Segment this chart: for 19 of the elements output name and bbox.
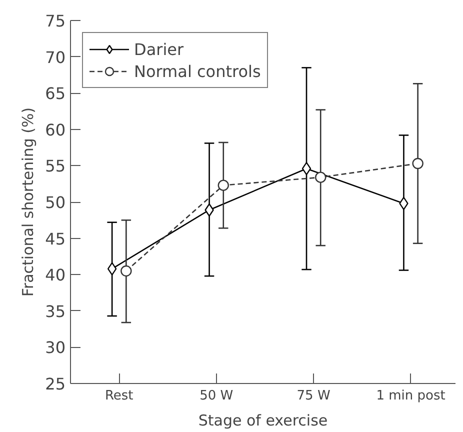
y-axis-title: Fractional shortening (%): [19, 107, 38, 297]
x-tick-label: 50 W: [200, 388, 234, 404]
y-tick-label: 35: [45, 302, 66, 321]
y-tick-label: 70: [45, 48, 66, 67]
y-tick-label: 55: [45, 156, 66, 176]
x-tick-label: 1 min post: [376, 388, 446, 404]
y-tick-label: 45: [45, 229, 66, 248]
y-tick-label: 50: [45, 193, 66, 212]
y-tick-label: 30: [45, 338, 66, 358]
y-tick-label: 60: [45, 120, 66, 140]
y-tick-label: 25: [45, 374, 66, 394]
legend-label: Normal controls: [134, 62, 261, 80]
x-tick-label: Rest: [104, 388, 134, 404]
y-tick-label: 75: [45, 12, 66, 30]
x-tick-label: 75 W: [296, 388, 330, 404]
legend-label: Darier: [134, 40, 184, 58]
x-axis-title: Stage of exercise: [198, 412, 328, 430]
y-tick-label: 40: [45, 266, 66, 285]
y-tick-label: 65: [45, 84, 66, 104]
